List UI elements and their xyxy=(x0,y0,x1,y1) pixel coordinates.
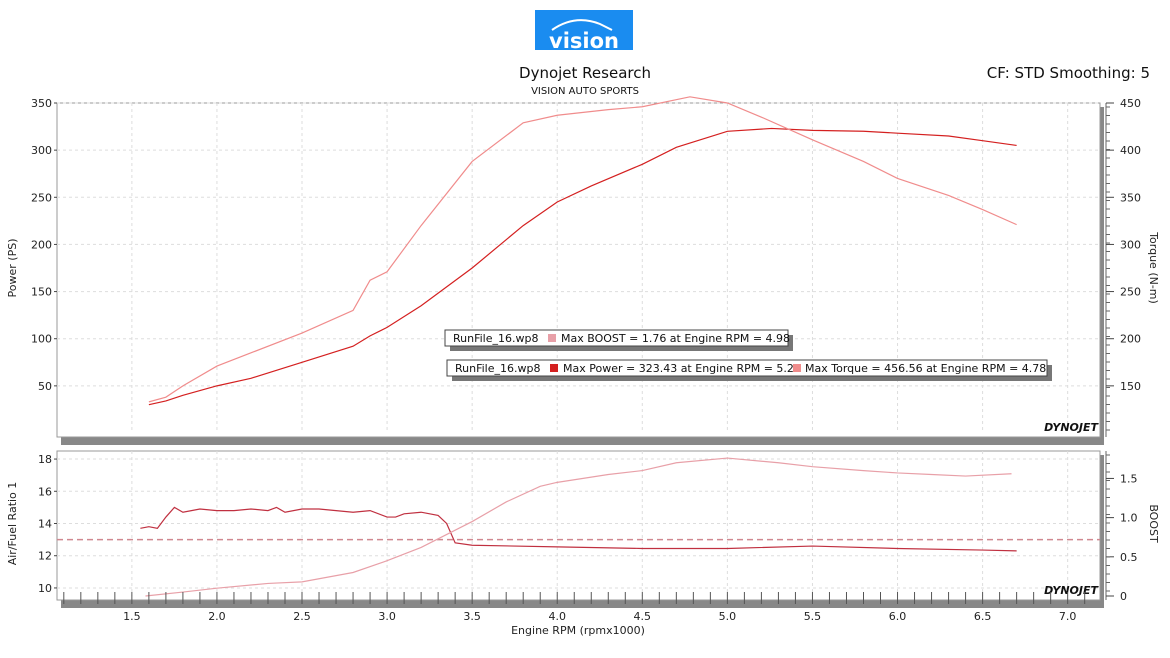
legend-text: Max BOOST = 1.76 at Engine RPM = 4.98 xyxy=(561,332,790,345)
legend-swatch xyxy=(550,364,558,372)
x-tick-label: 2.0 xyxy=(208,610,226,623)
svg-text:vision: vision xyxy=(549,29,619,53)
y-tick-label: 150 xyxy=(31,286,52,299)
y-tick-label: 12 xyxy=(38,550,52,563)
legend-text: Max Power = 323.43 at Engine RPM = 5.26 xyxy=(563,362,801,375)
x-tick-label: 4.5 xyxy=(634,610,652,623)
y-tick-label: 350 xyxy=(31,97,52,110)
power-torque-plot: 50 100 150 200 250 300 350 150 200 250 300 350 400 45… xyxy=(6,96,1160,445)
y-tick-label: 50 xyxy=(38,380,52,393)
y-tick-label: 16 xyxy=(38,485,52,498)
x-tick-label: 6.5 xyxy=(974,610,992,623)
x-tick-label: 6.0 xyxy=(889,610,907,623)
y-tick-label: 10 xyxy=(38,582,52,595)
max-value-legend: RunFile_16.wp8 Max Power = 323.43 at Engi… xyxy=(446,359,1052,381)
y2-tick-label: 450 xyxy=(1120,97,1141,110)
afr-line xyxy=(140,506,1017,552)
dynojet-watermark: DYNOJET xyxy=(1044,421,1099,434)
boost-line xyxy=(145,457,1012,597)
y2-tick-label: 1.5 xyxy=(1120,472,1138,485)
legend-file: RunFile_16.wp8 xyxy=(455,362,540,375)
x-tick-label: 5.5 xyxy=(804,610,822,623)
x-tick-label: 1.5 xyxy=(123,610,141,623)
y-tick-label: 100 xyxy=(31,333,52,346)
x-tick-label: 7.0 xyxy=(1059,610,1077,623)
y2-axis-label: Torque (N-m) xyxy=(1147,231,1160,304)
y2-tick-label: 0 xyxy=(1120,590,1127,603)
y-axis-label: Air/Fuel Ratio 1 xyxy=(6,482,19,566)
y2-tick-label: 150 xyxy=(1120,380,1141,393)
svg-text:DYNOJET: DYNOJET xyxy=(1044,421,1099,434)
x-tick-label: 3.0 xyxy=(378,610,396,623)
legend-swatch xyxy=(548,334,556,342)
y-tick-label: 200 xyxy=(31,238,52,251)
y2-tick-label: 200 xyxy=(1120,333,1141,346)
chart-subtitle: VISION AUTO SPORTS xyxy=(531,86,639,97)
y-axis-label: Power (PS) xyxy=(6,239,19,298)
legend-file: RunFile_16.wp8 xyxy=(453,332,538,345)
y-tick-label: 18 xyxy=(38,453,52,466)
y2-tick-label: 400 xyxy=(1120,144,1141,157)
y2-tick-label: 250 xyxy=(1120,286,1141,299)
dynojet-watermark: DYNOJET xyxy=(1044,584,1099,597)
y2-tick-label: 1.0 xyxy=(1120,512,1138,525)
y-tick-label: 300 xyxy=(31,144,52,157)
y-tick-label: 14 xyxy=(38,518,52,531)
x-tick-label: 4.0 xyxy=(548,610,566,623)
legend-swatch xyxy=(793,364,801,372)
afr-boost-plot: 10 12 14 16 18 0 0.5 1.0 1.5 Air/Fuel Ratio 1 BOOS… xyxy=(6,450,1160,637)
x-axis-label: Engine RPM (rpmx1000) xyxy=(511,624,645,637)
plot-area xyxy=(56,450,1101,601)
x-tick-label: 5.0 xyxy=(719,610,737,623)
y2-tick-label: 0.5 xyxy=(1120,551,1138,564)
y-tick-label: 250 xyxy=(31,191,52,204)
chart-title: Dynojet Research xyxy=(519,64,651,82)
y2-axis-label: BOOST xyxy=(1147,504,1160,543)
y2-tick-label: 300 xyxy=(1120,238,1141,251)
max-value-legend: RunFile_16.wp8 Max BOOST = 1.76 at Engine… xyxy=(444,329,793,351)
y2-tick-label: 350 xyxy=(1120,191,1141,204)
cf-smoothing-label: CF: STD Smoothing: 5 xyxy=(987,64,1150,82)
x-tick-label: 3.5 xyxy=(463,610,481,623)
power-line xyxy=(148,127,1017,406)
plot-area xyxy=(56,102,1101,438)
x-tick-label: 2.5 xyxy=(293,610,311,623)
torque-line xyxy=(148,96,1017,403)
svg-text:DYNOJET: DYNOJET xyxy=(1044,584,1099,597)
vision-logo: vision xyxy=(535,10,633,53)
legend-text: Max Torque = 456.56 at Engine RPM = 4.78 xyxy=(805,362,1046,375)
